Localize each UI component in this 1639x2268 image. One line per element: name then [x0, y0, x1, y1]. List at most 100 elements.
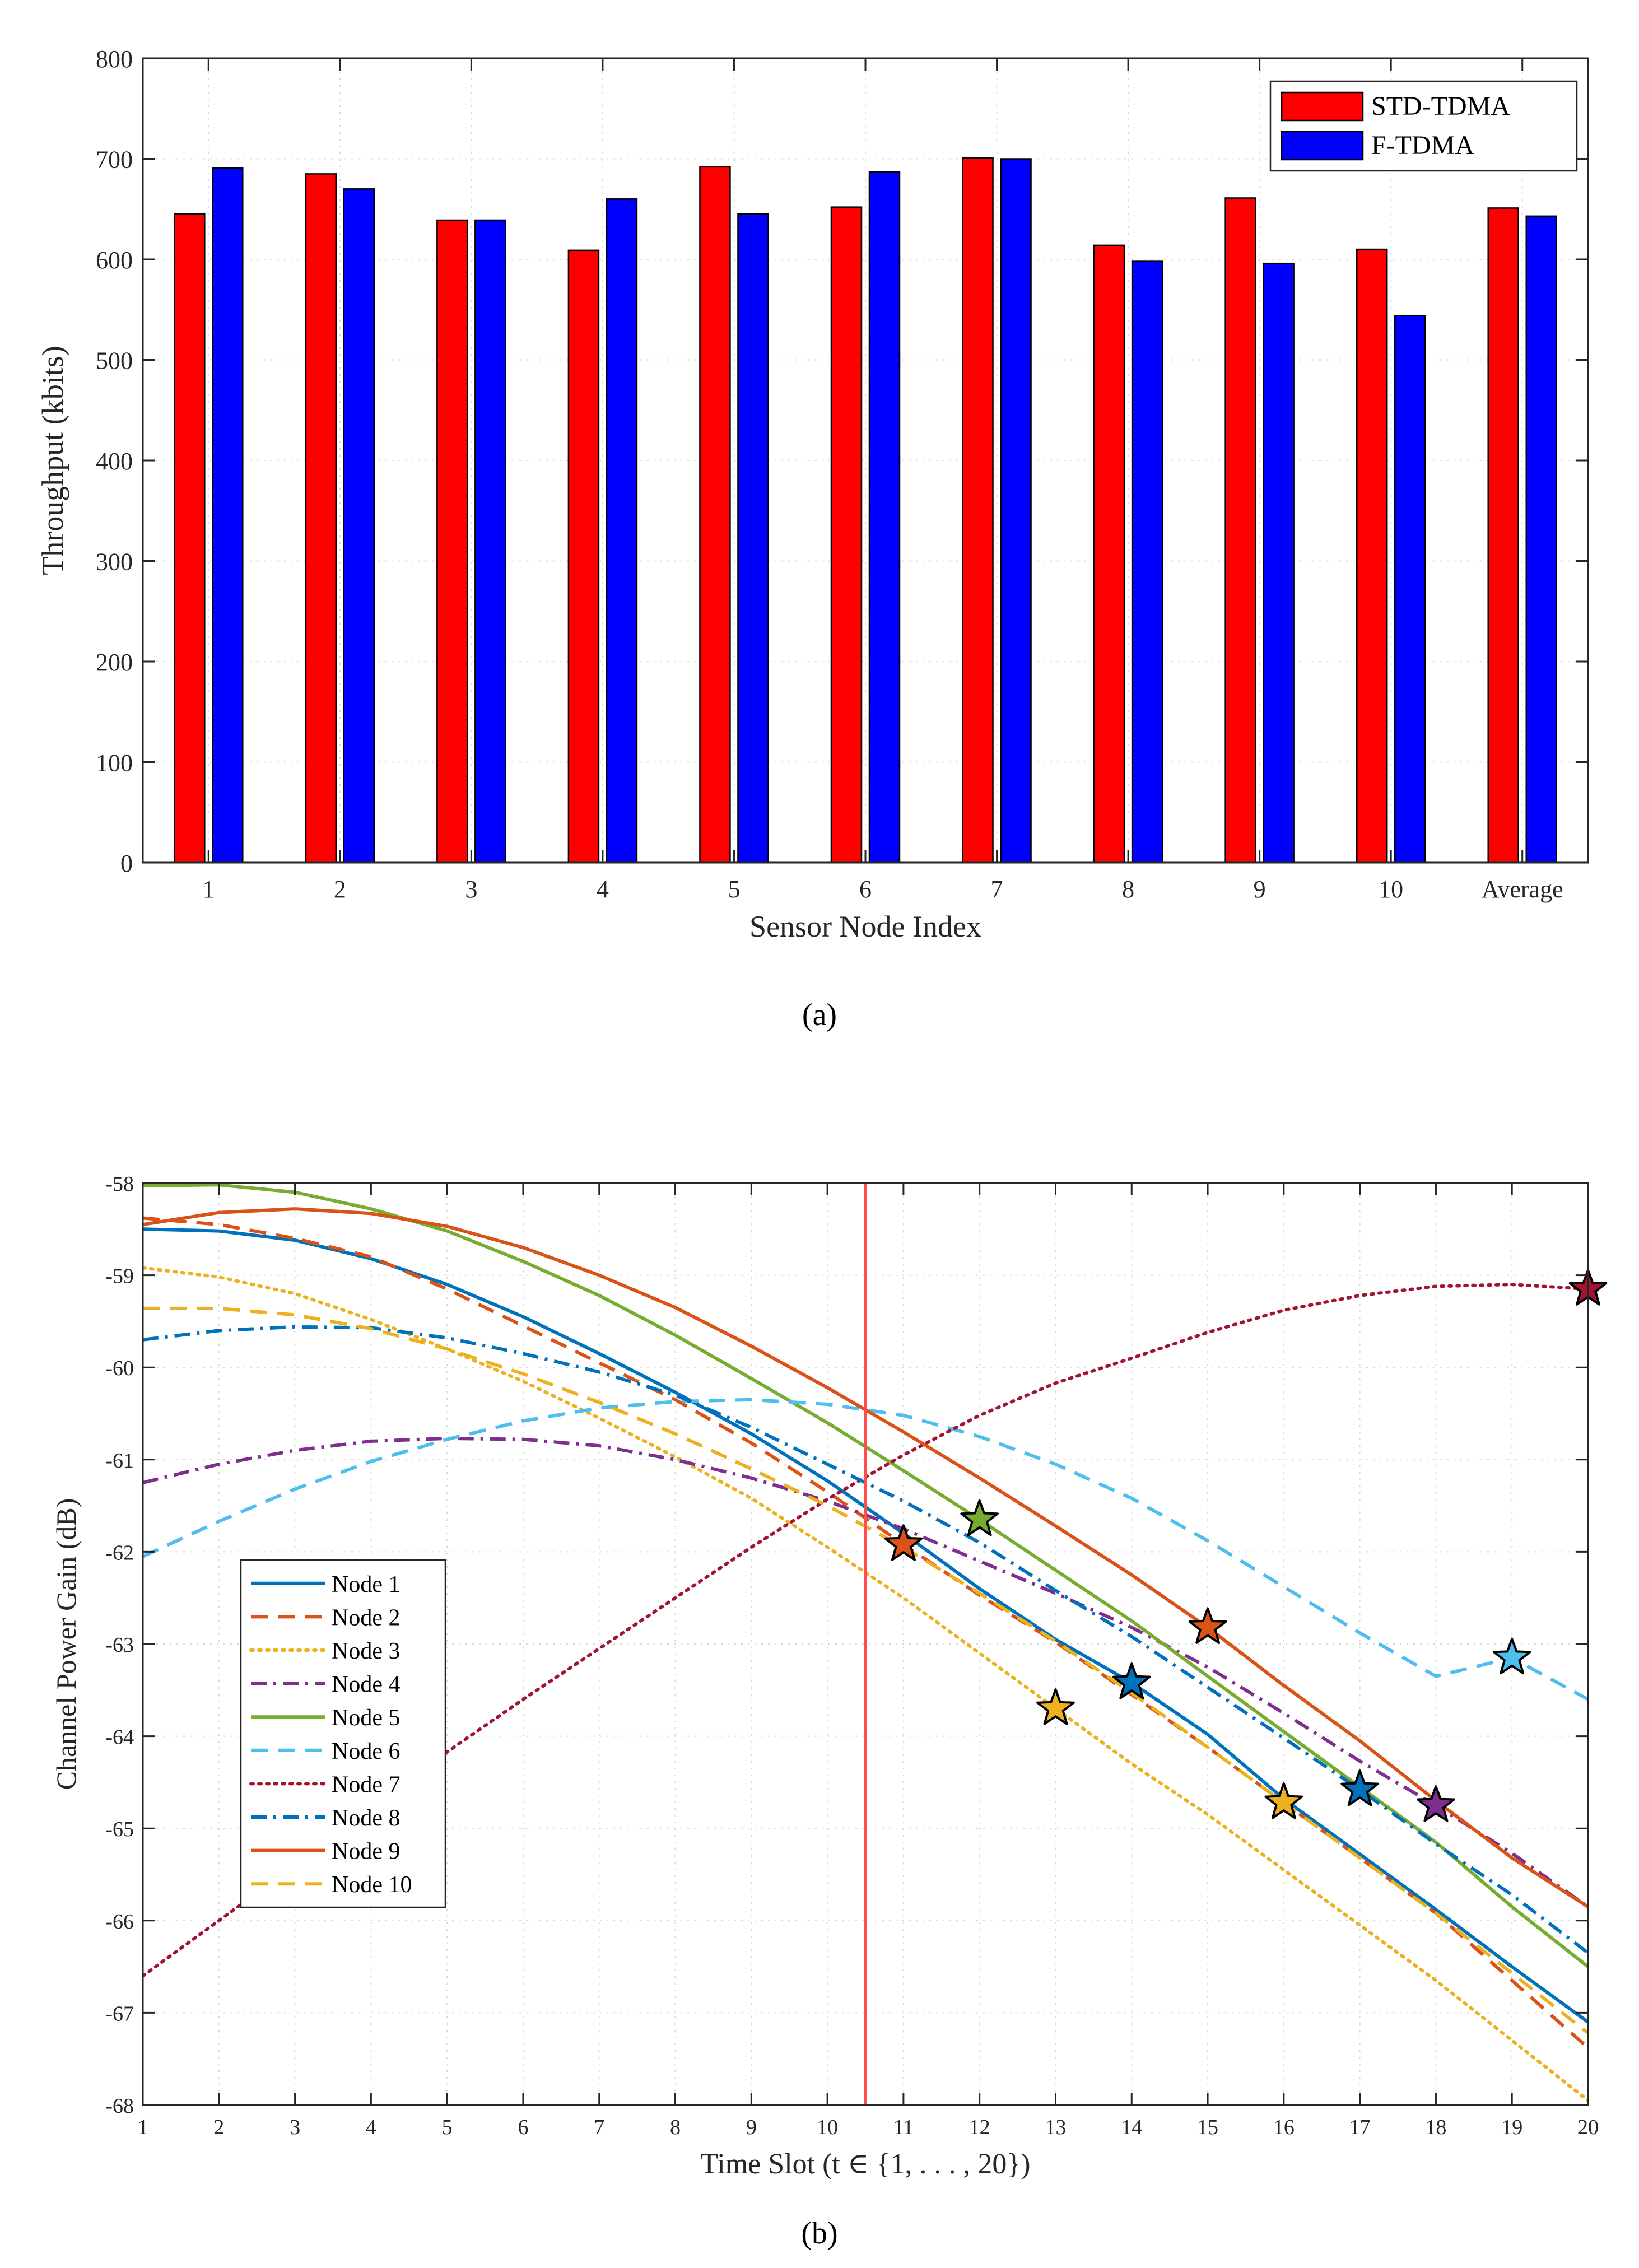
bar-f-tdma-average — [1525, 215, 1557, 864]
chart-b-xtick-label: 9 — [746, 2116, 757, 2139]
bar-std-tdma-7 — [962, 157, 994, 864]
bar-f-tdma-6 — [868, 171, 901, 864]
bar-std-tdma-average — [1487, 207, 1519, 864]
chart-b-xtick-label: 17 — [1349, 2116, 1371, 2139]
legend-label-node-5: Node 5 — [332, 1705, 400, 1731]
chart-b-ytick-label: -66 — [105, 1910, 134, 1934]
bar-f-tdma-1 — [212, 167, 244, 864]
legend-label-node-1: Node 1 — [332, 1572, 400, 1598]
star-marker-node-5 — [960, 1499, 999, 1536]
chart-b-ytick-label: -68 — [105, 2094, 134, 2118]
bar-std-tdma-2 — [305, 173, 337, 864]
chart-b-xtick-label: 1 — [138, 2116, 148, 2139]
chart-b-xtick-label: 16 — [1273, 2116, 1295, 2139]
bar-f-tdma-9 — [1263, 262, 1295, 864]
chart-a-ytick-label: 800 — [96, 45, 133, 73]
chart-b-x-axis-label: Time Slot (t ∈ {1, . . . , 20}) — [700, 2148, 1030, 2180]
chart-b-xtick-label: 2 — [213, 2116, 224, 2139]
legend-label-f-tdma: F-TDMA — [1371, 131, 1474, 160]
chart-a-ytick-label: 0 — [120, 850, 133, 877]
bar-std-tdma-3 — [436, 219, 468, 864]
legend-swatch-std-tdma — [1281, 91, 1364, 122]
bar-std-tdma-6 — [830, 206, 863, 864]
chart-a-xtick-label: 5 — [728, 875, 740, 903]
chart-b-xtick-label: 18 — [1425, 2116, 1446, 2139]
chart-b-ytick-label: -58 — [105, 1172, 134, 1196]
legend-label-node-2: Node 2 — [332, 1605, 400, 1631]
chart-b-xtick-label: 20 — [1577, 2116, 1599, 2139]
bar-std-tdma-4 — [567, 249, 600, 864]
chart-b-lines — [143, 1183, 1588, 2105]
bar-f-tdma-5 — [737, 213, 769, 864]
legend-label-node-6: Node 6 — [332, 1739, 400, 1764]
chart-a-y-axis-label: Throughput (kbits) — [36, 346, 69, 575]
star-marker-node-2 — [884, 1524, 923, 1561]
chart-a-ytick-label: 700 — [96, 146, 133, 174]
chart-a-xtick-label: Average — [1482, 875, 1563, 903]
bar-f-tdma-10 — [1394, 315, 1426, 864]
bar-std-tdma-9 — [1224, 197, 1256, 864]
chart-b-xtick-label: 5 — [442, 2116, 453, 2139]
chart-b-legend: Node 1 Node 2 Node 3 Node 4 Node 5 Node 6 Node… — [240, 1559, 446, 1908]
chart-b-y-axis-label: Channel Power Gain (dB) — [50, 1498, 82, 1790]
chart-b-xtick-label: 10 — [817, 2116, 838, 2139]
chart-b-xtick-label: 7 — [594, 2116, 604, 2139]
chart-b-grid — [143, 1183, 1588, 2105]
legend-label-node-7: Node 7 — [332, 1772, 400, 1797]
chart-a-ticks: 0 100 200 300 400 500 600 700 800 1 2 3 4 5 6 7 8 9 10 Aver… — [96, 45, 1588, 903]
chart-a-bars — [174, 157, 1557, 864]
chart-a-xtick-label: 1 — [202, 875, 215, 903]
chart-b-xtick-label: 4 — [366, 2116, 376, 2139]
chart-b-xtick-label: 8 — [670, 2116, 681, 2139]
chart-b-xtick-label: 13 — [1045, 2116, 1066, 2139]
star-marker-node-10 — [1264, 1782, 1303, 1819]
legend-swatch-f-tdma — [1281, 131, 1364, 161]
bar-f-tdma-8 — [1131, 260, 1163, 864]
chart-b-ytick-label: -61 — [105, 1449, 134, 1473]
caption-b: (b) — [801, 2216, 837, 2251]
chart-a-xtick-label: 3 — [465, 875, 477, 903]
chart-b-xtick-label: 14 — [1121, 2116, 1142, 2139]
legend-label-node-10: Node 10 — [332, 1872, 412, 1898]
chart-a-xtick-label: 6 — [859, 875, 872, 903]
chart-a-ytick-label: 300 — [96, 548, 133, 576]
chart-a-ytick-label: 500 — [96, 347, 133, 375]
chart-a-ytick-label: 100 — [96, 749, 133, 777]
bar-std-tdma-1 — [174, 213, 206, 864]
chart-b-ytick-label: -62 — [105, 1541, 134, 1564]
chart-a-ytick-label: 600 — [96, 246, 133, 274]
bar-std-tdma-8 — [1093, 244, 1125, 864]
chart-b-ytick-label: -64 — [105, 1726, 134, 1749]
bar-std-tdma-10 — [1356, 248, 1388, 864]
chart-b-ytick-label: -63 — [105, 1633, 134, 1657]
legend-label-node-4: Node 4 — [332, 1672, 400, 1698]
chart-b-xtick-label: 3 — [290, 2116, 300, 2139]
chart-a-ytick-label: 400 — [96, 448, 133, 475]
chart-a-xtick-label: 9 — [1254, 875, 1266, 903]
star-marker-node-3 — [1036, 1688, 1075, 1725]
chart-a-ytick-label: 200 — [96, 649, 133, 676]
bar-f-tdma-2 — [343, 188, 375, 864]
caption-a: (a) — [802, 998, 837, 1032]
legend-label-node-8: Node 8 — [332, 1805, 400, 1831]
chart-a-xtick-label: 4 — [597, 875, 609, 903]
star-marker-node-8 — [1340, 1769, 1379, 1806]
bar-f-tdma-7 — [1000, 158, 1032, 864]
legend-label-node-3: Node 3 — [332, 1638, 400, 1664]
chart-b-xtick-label: 12 — [969, 2116, 990, 2139]
chart-b-xtick-label: 11 — [893, 2116, 914, 2139]
chart-a-xtick-label: 8 — [1122, 875, 1134, 903]
chart-a-legend: STD-TDMA F-TDMA — [1269, 80, 1578, 172]
chart-b-ytick-label: -60 — [105, 1357, 134, 1380]
line-node-8 — [143, 1325, 1588, 1954]
chart-b-ytick-label: -67 — [105, 2002, 134, 2025]
star-marker-node-6 — [1492, 1637, 1531, 1675]
bar-std-tdma-5 — [699, 166, 731, 864]
bar-f-tdma-3 — [474, 219, 506, 864]
chart-b-ticks: -68-67-66-65-64-63-62-61-60-59-581 2 3 4 5 6 7… — [105, 1172, 1599, 2139]
chart-a: 0 100 200 300 400 500 600 700 800 1 2 3 4 5 6 7 8 9 10 Aver… — [36, 45, 1589, 1032]
chart-b-xtick-label: 6 — [518, 2116, 528, 2139]
chart-b-xtick-label: 19 — [1501, 2116, 1522, 2139]
chart-a-xtick-label: 7 — [991, 875, 1003, 903]
